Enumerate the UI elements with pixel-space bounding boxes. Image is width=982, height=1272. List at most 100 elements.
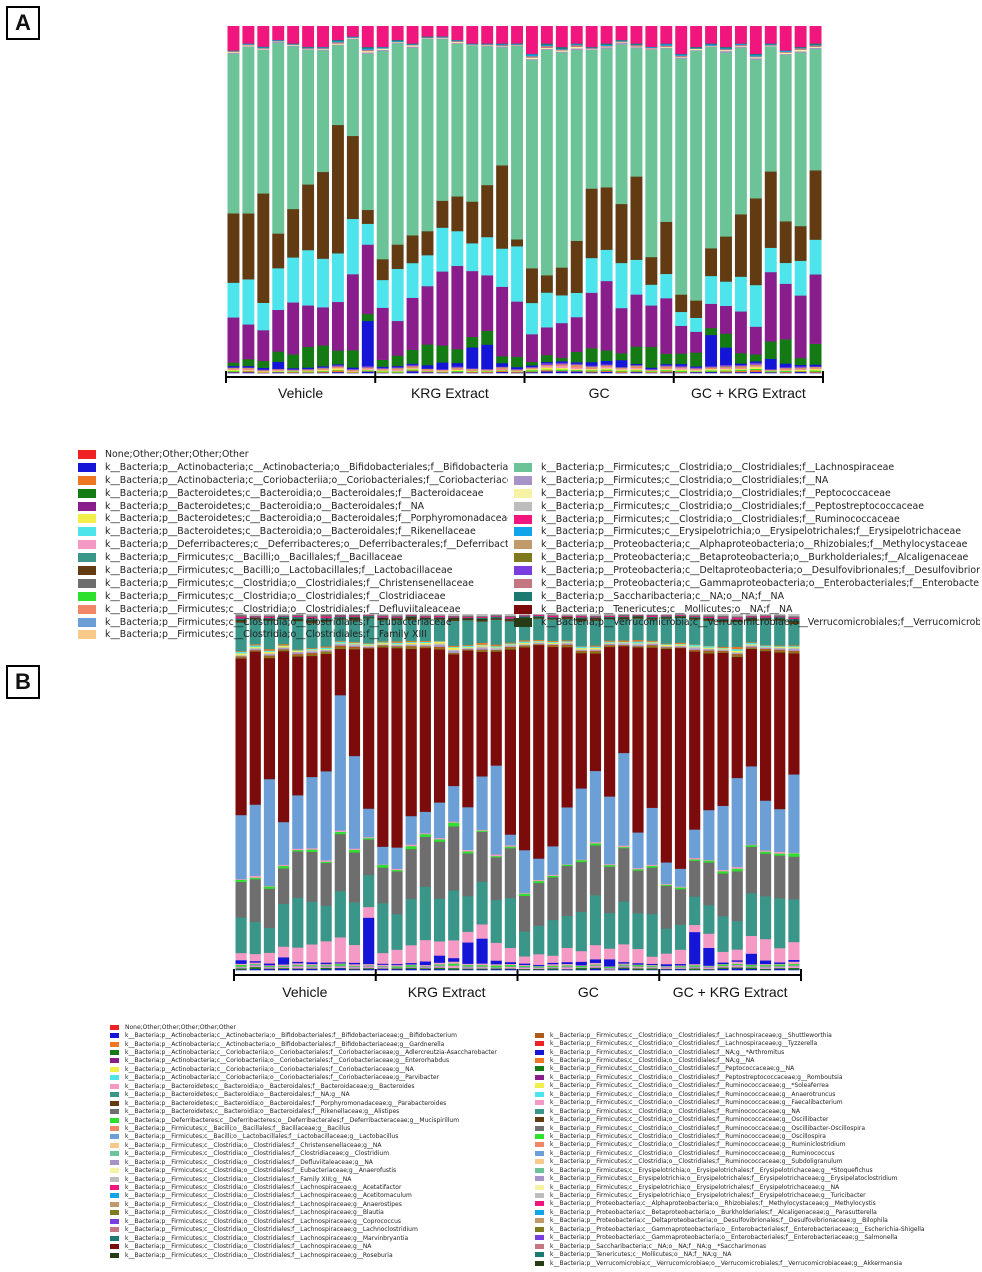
bar-segment bbox=[585, 361, 598, 366]
bar-segment bbox=[731, 866, 743, 869]
bar-sample-8 bbox=[334, 614, 346, 971]
bar-segment bbox=[466, 270, 479, 338]
bar-segment bbox=[533, 614, 545, 616]
bar-segment bbox=[618, 617, 630, 619]
bar-segment bbox=[227, 372, 240, 374]
bar-segment bbox=[476, 644, 488, 646]
legend-swatch bbox=[535, 1091, 544, 1097]
bar-segment bbox=[391, 646, 403, 647]
legend-label: k__Bacteria;p__Bacteroidetes;c__Bacteroi… bbox=[125, 1108, 400, 1116]
legend-swatch bbox=[514, 527, 532, 537]
bar-segment bbox=[242, 213, 255, 280]
bar-segment bbox=[391, 964, 403, 967]
bar-segment bbox=[779, 50, 792, 52]
legend-label: k__Bacteria;p__Proteobacteria;c__Deltapr… bbox=[550, 1217, 888, 1225]
bar-segment bbox=[585, 292, 598, 349]
bar-segment bbox=[436, 371, 449, 373]
bar-segment bbox=[632, 645, 644, 647]
bar-segment bbox=[705, 327, 718, 336]
legend-entry: k__Bacteria;p__Proteobacteria;c__Gammapr… bbox=[535, 1234, 975, 1242]
bar-segment bbox=[249, 877, 261, 879]
bar-segment bbox=[377, 645, 389, 648]
bar-segment bbox=[249, 616, 261, 618]
legend-swatch bbox=[535, 1058, 544, 1064]
bar-segment bbox=[462, 969, 474, 971]
bar-segment bbox=[618, 846, 630, 848]
bar-segment bbox=[690, 366, 703, 368]
legend-entry: k__Bacteria;p__Firmicutes;c__Clostridia;… bbox=[514, 474, 980, 487]
bar-segment bbox=[249, 966, 261, 970]
bar-segment bbox=[774, 647, 786, 649]
bar-segment bbox=[575, 966, 587, 968]
bar-segment bbox=[660, 928, 672, 954]
bar-segment bbox=[809, 372, 822, 374]
bar-segment bbox=[257, 49, 270, 50]
bar-segment bbox=[476, 968, 488, 970]
bar-segment bbox=[731, 652, 743, 655]
bar-segment bbox=[764, 369, 777, 370]
bar-segment bbox=[242, 46, 255, 47]
bar-segment bbox=[306, 901, 318, 945]
bar-segment bbox=[405, 898, 417, 946]
bar-segment bbox=[405, 616, 417, 619]
bar-segment bbox=[490, 616, 502, 619]
bar-segment bbox=[745, 846, 757, 894]
bar-segment bbox=[703, 968, 715, 970]
bar-segment bbox=[809, 45, 822, 47]
bar-segment bbox=[759, 968, 772, 970]
bar-segment bbox=[575, 859, 587, 861]
bar-segment bbox=[731, 961, 743, 964]
bar-segment bbox=[406, 44, 419, 45]
bar-segment bbox=[391, 847, 403, 870]
bar-sample-18 bbox=[476, 614, 488, 971]
bar-segment bbox=[745, 615, 757, 617]
bar-segment bbox=[618, 961, 630, 964]
legend-swatch bbox=[110, 1117, 119, 1123]
bar-segment bbox=[346, 37, 359, 39]
bar-segment bbox=[618, 944, 630, 963]
bar-segment bbox=[348, 851, 361, 853]
bar-segment bbox=[705, 371, 718, 373]
bar-segment bbox=[555, 48, 568, 50]
bar-segment bbox=[759, 646, 772, 648]
bar-segment bbox=[278, 615, 290, 617]
bar-segment bbox=[462, 617, 474, 619]
bar-segment bbox=[632, 644, 644, 647]
bar-segment bbox=[703, 618, 715, 620]
bar-segment bbox=[320, 968, 332, 971]
legend-label: k__Bacteria;p__Firmicutes;c__Clostridia;… bbox=[550, 1065, 795, 1073]
bar-segment bbox=[788, 966, 800, 969]
bar-segment bbox=[759, 963, 772, 966]
bar-segment bbox=[334, 965, 346, 968]
bar-segment bbox=[519, 614, 531, 616]
legend-entry: k__Bacteria;p__Firmicutes;c__Clostridia;… bbox=[110, 1183, 520, 1191]
bar-segment bbox=[519, 850, 531, 894]
bar-segment bbox=[419, 964, 431, 967]
bar-segment bbox=[646, 963, 658, 965]
bar-segment bbox=[674, 887, 687, 889]
bar-segment bbox=[660, 643, 672, 646]
bar-segment bbox=[589, 618, 602, 621]
bar-segment bbox=[645, 367, 658, 370]
bar-sample-40 bbox=[788, 614, 800, 971]
bar-segment bbox=[720, 236, 732, 282]
bar-segment bbox=[570, 371, 583, 374]
legend-label: k__Bacteria;p__Bacteroidetes;c__Bacteroi… bbox=[125, 1099, 447, 1107]
bar-segment bbox=[391, 616, 403, 618]
bar-segment bbox=[749, 361, 762, 363]
bar-segment bbox=[462, 644, 474, 646]
bar-segment bbox=[646, 615, 658, 617]
bar-segment bbox=[377, 642, 389, 644]
bar-segment bbox=[249, 963, 261, 965]
bar-segment bbox=[764, 44, 777, 46]
bar-segment bbox=[519, 931, 531, 957]
bar-segment bbox=[764, 46, 777, 47]
bar-segment bbox=[794, 295, 807, 359]
bar-segment bbox=[436, 200, 449, 228]
bar-segment bbox=[660, 966, 672, 967]
bar-segment bbox=[720, 26, 732, 48]
bar-segment bbox=[306, 851, 318, 902]
legend-label: k__Bacteria;p__Actinobacteria;c__Actinob… bbox=[125, 1040, 445, 1048]
bar-segment bbox=[496, 356, 509, 364]
bar-segment bbox=[490, 854, 502, 857]
